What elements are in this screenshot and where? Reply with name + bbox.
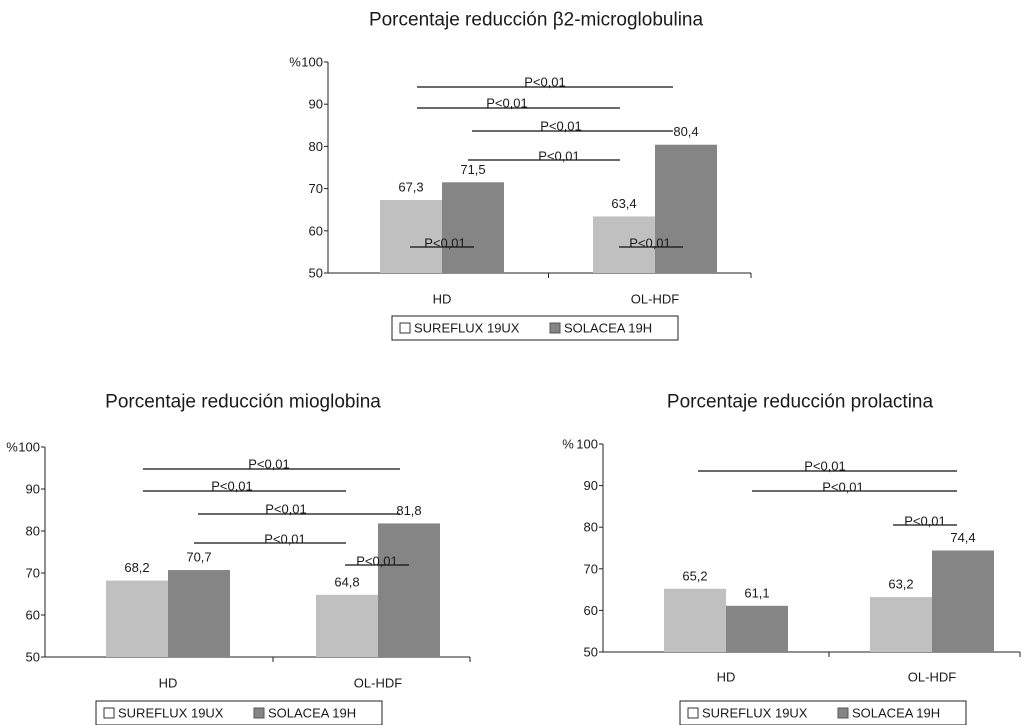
chart-title: Porcentaje reducción β2-microglobulina — [369, 10, 704, 31]
significance-label: P<0,01 — [424, 236, 466, 251]
significance-label: P<0,01 — [264, 532, 306, 547]
y-tick-label: 100 — [576, 437, 598, 452]
y-tick-label: 80 — [584, 520, 598, 535]
bar-value-label: 80,4 — [673, 124, 698, 139]
significance-label: P<0,01 — [356, 554, 398, 569]
y-axis-unit: % — [562, 437, 574, 452]
y-tick-label: 80 — [26, 524, 40, 539]
bar — [380, 199, 442, 273]
significance-label: P<0,01 — [265, 502, 307, 517]
bar-value-label: 67,3 — [398, 179, 423, 194]
y-tick-label: 70 — [26, 566, 40, 581]
bar-value-label: 61,1 — [744, 585, 769, 600]
bar — [442, 182, 504, 273]
y-tick-label: 50 — [584, 645, 598, 660]
significance-label: P<0,01 — [248, 457, 290, 472]
chart-title: Porcentaje reducción prolactina — [667, 392, 934, 413]
legend-label: SUREFLUX 19UX — [702, 706, 808, 721]
y-tick-label: 60 — [309, 223, 323, 238]
bar — [655, 144, 717, 273]
y-tick-label: 50 — [26, 650, 40, 665]
y-tick-label: 90 — [309, 97, 323, 112]
y-tick-label: 90 — [584, 478, 598, 493]
y-axis-unit: % — [289, 55, 301, 70]
x-category-label: OL-HDF — [354, 676, 402, 691]
legend-box — [95, 700, 383, 725]
bar-value-label: 68,2 — [124, 560, 149, 575]
bar-value-label: 70,7 — [186, 550, 211, 565]
y-tick-label: 90 — [26, 482, 40, 497]
legend-swatch — [399, 322, 411, 334]
y-tick-label: 70 — [584, 561, 598, 576]
significance-label: P<0,01 — [804, 459, 846, 474]
bar — [168, 570, 230, 657]
significance-label: P<0,01 — [540, 119, 582, 134]
bar-value-label: 63,2 — [888, 577, 913, 592]
legend-box — [391, 315, 679, 341]
bar-value-label: 65,2 — [682, 568, 707, 583]
chart-2: Porcentaje reducción mioglobina% 50 60 70 80… — [6, 392, 471, 725]
legend-swatch — [253, 707, 265, 719]
bar-value-label: 64,8 — [334, 574, 359, 589]
significance-label: P<0,01 — [629, 236, 671, 251]
y-tick-label: 60 — [26, 608, 40, 623]
bar-value-label: 63,4 — [611, 196, 636, 211]
y-tick-label: 80 — [309, 139, 323, 154]
legend-swatch — [687, 707, 699, 719]
x-category-label: HD — [159, 676, 178, 691]
legend-swatch — [549, 322, 561, 334]
x-category-label: OL-HDF — [631, 292, 679, 307]
y-tick-label: 70 — [309, 181, 323, 196]
bar-value-label: 74,4 — [950, 530, 975, 545]
x-category-label: HD — [433, 292, 452, 307]
x-category-label: OL-HDF — [908, 670, 956, 685]
legend-box — [679, 700, 967, 725]
y-tick-label: 60 — [584, 603, 598, 618]
significance-label: P<0,01 — [486, 96, 528, 111]
chart-3: Porcentaje reducción prolactina% 50 60 70 80… — [562, 392, 1021, 725]
y-tick-label: 50 — [309, 266, 323, 281]
bar-value-label: 71,5 — [460, 162, 485, 177]
legend-label: SOLACEA 19H — [268, 706, 356, 721]
y-tick-label: 100 — [18, 440, 40, 455]
bar — [378, 523, 440, 657]
bar — [593, 216, 655, 273]
bar — [870, 597, 932, 652]
bar — [932, 550, 994, 652]
chart-1: Porcentaje reducción β2-microglobulina% 5… — [289, 10, 752, 341]
legend-swatch — [103, 707, 115, 719]
legend-swatch — [837, 707, 849, 719]
bar-value-label: 81,8 — [396, 503, 421, 518]
chart-title: Porcentaje reducción mioglobina — [105, 392, 381, 413]
significance-label: P<0,01 — [211, 479, 253, 494]
legend-label: SUREFLUX 19UX — [414, 321, 520, 336]
bar — [726, 605, 788, 652]
bar — [316, 594, 378, 657]
significance-label: P<0,01 — [904, 514, 946, 529]
y-axis-unit: % — [6, 440, 18, 455]
significance-label: P<0,01 — [524, 75, 566, 90]
legend-label: SUREFLUX 19UX — [118, 706, 224, 721]
bar — [664, 588, 726, 652]
significance-label: P<0,01 — [822, 480, 864, 495]
significance-label: P<0,01 — [538, 149, 580, 164]
y-tick-label: 100 — [301, 55, 323, 70]
bar — [106, 580, 168, 657]
legend-label: SOLACEA 19H — [564, 321, 652, 336]
legend-label: SOLACEA 19H — [852, 706, 940, 721]
x-category-label: HD — [717, 670, 736, 685]
